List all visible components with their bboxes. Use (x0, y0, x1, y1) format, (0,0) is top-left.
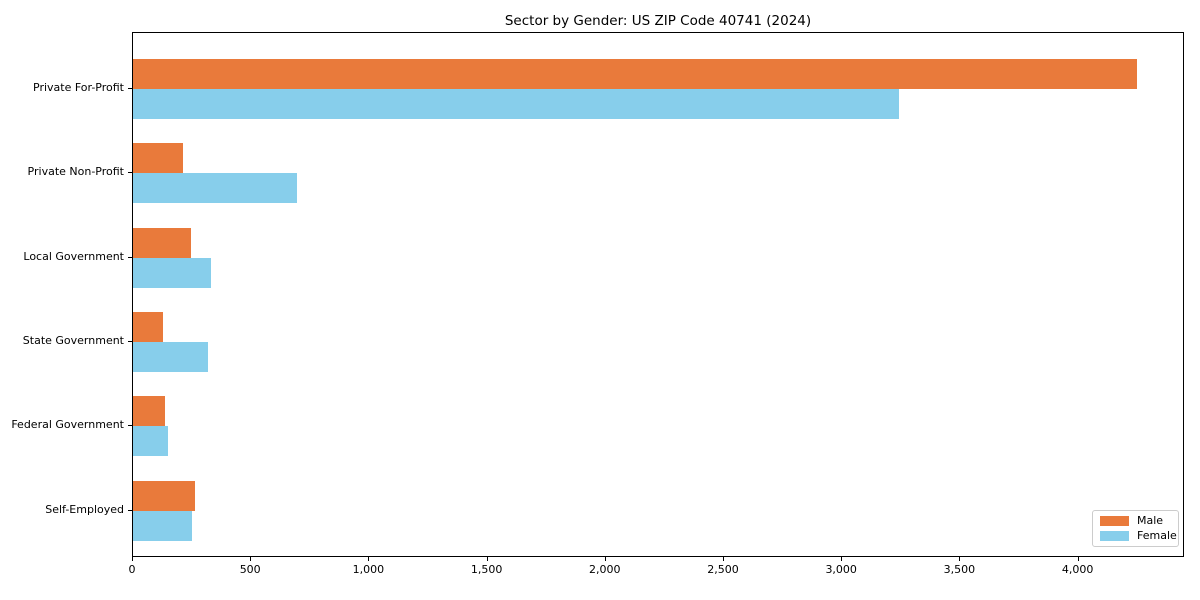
legend-entry-female: Female (1100, 530, 1178, 542)
x-tick-label: 1,000 (352, 563, 385, 576)
x-tick-label: 1,500 (470, 563, 503, 576)
y-tick-label: Self-Employed (45, 502, 124, 516)
male-series-swatch (1100, 516, 1129, 526)
x-tick-mark (959, 557, 961, 561)
x-tick-mark (841, 557, 843, 561)
x-tick-mark (604, 557, 606, 561)
chart-title: Sector by Gender: US ZIP Code 40741 (202… (504, 13, 812, 29)
y-tick-mark (128, 88, 132, 89)
bar-male-5 (133, 396, 166, 427)
x-tick-label: 3,500 (943, 563, 976, 576)
y-tick-label: Private Non-Profit (27, 165, 124, 179)
plot-area (132, 32, 1184, 557)
bar-male-1 (133, 59, 1137, 89)
y-tick-label: Local Government (23, 249, 124, 263)
x-tick-mark (368, 557, 370, 561)
y-tick-mark (128, 509, 132, 511)
bar-female-4 (133, 341, 209, 372)
bar-female-5 (133, 426, 168, 457)
bar-male-3 (133, 227, 192, 258)
x-tick-label: 2,000 (589, 563, 621, 576)
female-series-swatch (1100, 531, 1129, 541)
bar-male-2 (133, 143, 183, 174)
y-tick-mark (128, 172, 132, 174)
x-tick-label: 500 (239, 563, 261, 576)
legend-label-male: Male (1137, 514, 1164, 527)
bar-female-6 (133, 510, 193, 541)
bar-female-1 (133, 89, 899, 119)
x-tick-mark (723, 557, 724, 561)
x-tick-mark (250, 557, 252, 561)
legend-entry-male: Male (1100, 515, 1178, 527)
legend-label-female: Female (1137, 529, 1177, 542)
legend: Male Female (1092, 510, 1179, 547)
bar-male-4 (133, 311, 164, 342)
bar-female-2 (133, 173, 297, 204)
y-tick-label: State Government (22, 333, 124, 347)
x-tick-mark (132, 557, 133, 561)
x-tick-label: 0 (128, 563, 136, 576)
x-tick-label: 3,000 (825, 563, 857, 576)
x-tick-mark (1077, 557, 1079, 561)
x-tick-label: 4,000 (1061, 563, 1094, 576)
y-tick-mark (128, 425, 132, 427)
x-tick-mark (486, 557, 488, 561)
bar-male-6 (133, 480, 195, 511)
y-tick-label: Private For-Profit (33, 81, 124, 94)
y-tick-label: Federal Government (11, 418, 124, 432)
y-tick-mark (128, 340, 132, 342)
bar-female-3 (133, 257, 211, 288)
x-tick-label: 2,500 (707, 563, 739, 576)
y-tick-mark (128, 256, 132, 258)
